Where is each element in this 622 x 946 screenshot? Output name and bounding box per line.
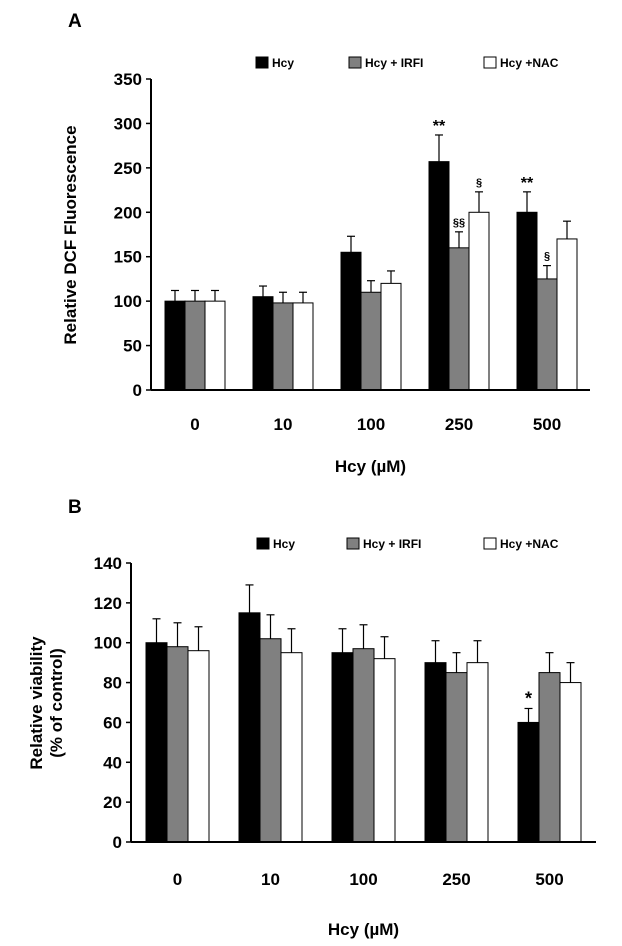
panel-b-bar [331, 652, 354, 843]
panel-b-significance-mark: * [525, 688, 532, 708]
panel-a-significance-mark: ** [433, 118, 446, 135]
panel-b-bar [259, 638, 282, 843]
panel-a-y-tick-label: 250 [114, 159, 142, 178]
panel-a-bar [292, 302, 314, 391]
panel-a-bar [556, 238, 578, 391]
panel-b-y-tick-label: 100 [94, 634, 122, 653]
panel-a-significance-mark: § [476, 177, 482, 189]
panel-b-legend-swatch-2 [483, 537, 497, 550]
panel-a-legend-swatch-2 [483, 56, 497, 69]
panel-b-bar [424, 662, 447, 843]
panel-b-bar [466, 662, 489, 843]
panel-b-legend-label-0: Hcy [273, 537, 295, 551]
panel-b-bar [538, 672, 561, 843]
panel-b-y-axis-title: Relative viability(% of control) [27, 636, 66, 770]
panel-a-bar [360, 291, 382, 391]
panel-a-y-axis-title: Relative DCF Fluorescence [61, 125, 80, 344]
panel-a-x-tick-label: 0 [190, 415, 199, 434]
panel-b-bar [352, 648, 375, 843]
panel-b-bar [280, 652, 303, 843]
panel-b-y-tick-label: 140 [94, 554, 122, 573]
panel-b-label: B [68, 497, 82, 518]
panel-a-legend-label-1: Hcy + IRFI [365, 56, 423, 70]
panel-a-significance-mark: §§ [453, 217, 465, 229]
panel-a-y-tick-label: 100 [114, 292, 142, 311]
panel-b-bar [166, 646, 189, 843]
panel-a-bar [252, 296, 274, 391]
panel-b-legend-swatch-0 [256, 537, 270, 550]
panel-a-bar [272, 302, 294, 391]
panel-b-y-axis-title-line: Relative viability [27, 636, 46, 770]
panel-b-y-tick-label: 0 [113, 833, 122, 852]
panel-a-y-tick-label: 0 [133, 381, 142, 400]
panel-b-x-tick-label: 10 [261, 870, 280, 889]
panel-a-bar [536, 278, 558, 391]
panel-a-x-tick-label: 10 [274, 415, 293, 434]
panel-b-x-tick-label: 100 [349, 870, 377, 889]
panel-b-y-tick-label: 20 [103, 793, 122, 812]
panel-a-x-tick-label: 250 [445, 415, 473, 434]
panel-a-y-tick-label: 150 [114, 248, 142, 267]
panel-a-legend-label-0: Hcy [272, 56, 294, 70]
panel-b-bar [238, 612, 261, 843]
panel-a-y-tick-label: 50 [123, 337, 142, 356]
panel-b-chart: B Hcy Hcy + IRFI Hcy +NAC 0 10 100 250 * 500 0 20 40… [27, 497, 596, 939]
panel-a-legend-swatch-1 [348, 56, 362, 69]
panel-b-y-tick-label: 80 [103, 674, 122, 693]
panel-a-x-axis-title: Hcy (µM) [335, 457, 406, 476]
panel-b-y-axis-title-line: (% of control) [47, 648, 66, 758]
panel-b-y-tick-label: 40 [103, 753, 122, 772]
panel-a-y-tick-label: 200 [114, 203, 142, 222]
panel-a-x-tick-label: 500 [533, 415, 561, 434]
panel-b-bar [559, 682, 582, 843]
panel-a-significance-mark: § [544, 251, 550, 263]
panel-b-x-tick-label: 250 [442, 870, 470, 889]
panel-b-x-axis-title: Hcy (µM) [328, 920, 399, 939]
panel-b-bar [145, 642, 168, 843]
panel-a-legend-label-2: Hcy +NAC [500, 56, 559, 70]
panel-a-x-tick-label: 100 [357, 415, 385, 434]
panel-a-y-tick-label: 300 [114, 114, 142, 133]
panel-a-bar [184, 300, 206, 391]
panel-a-bar [428, 161, 450, 391]
panel-b-x-tick-label: 500 [535, 870, 563, 889]
panel-b-bar [373, 658, 396, 843]
panel-a-y-tick-label: 350 [114, 70, 142, 89]
panel-a-bar [380, 282, 402, 391]
panel-b-legend-label-1: Hcy + IRFI [363, 537, 421, 551]
panel-a-bar [448, 247, 470, 391]
panel-a-bar [516, 211, 538, 391]
panel-b-y-tick-label: 120 [94, 594, 122, 613]
panel-a-label: A [68, 11, 82, 32]
panel-b-bar [187, 650, 210, 843]
panel-b-bar [445, 672, 468, 843]
panel-b-legend-label-2: Hcy +NAC [500, 537, 559, 551]
panel-b-legend-swatch-1 [346, 537, 360, 550]
panel-a-bar [340, 251, 362, 391]
panel-a-bar [204, 300, 226, 391]
panel-b-y-tick-label: 60 [103, 713, 122, 732]
panel-a-significance-mark: ** [521, 175, 534, 192]
panel-a-bar [468, 211, 490, 391]
panel-a-y-axis-title-line: Relative DCF Fluorescence [61, 125, 80, 344]
panel-b-x-tick-label: 0 [173, 870, 182, 889]
panel-a-legend-swatch-0 [255, 56, 269, 69]
panel-b-bar [517, 721, 540, 843]
panel-a-bar [164, 300, 186, 391]
